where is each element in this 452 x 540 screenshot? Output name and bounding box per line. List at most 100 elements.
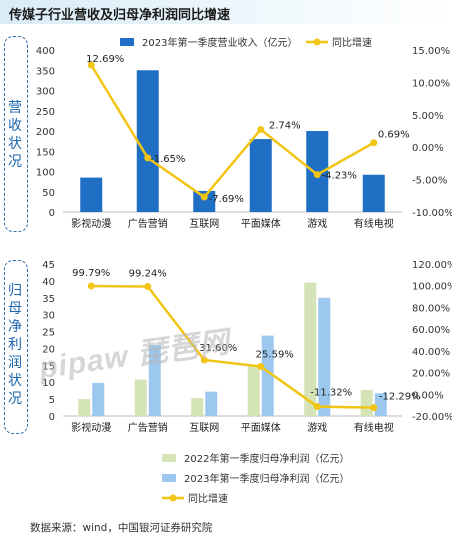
left-tick-label: 350 bbox=[36, 66, 55, 77]
right-tick-label: -10.00% bbox=[412, 208, 452, 219]
bar-profit-2023 bbox=[374, 393, 387, 416]
side-label-box-revenue bbox=[4, 36, 28, 232]
legend-profit-2023-label: 2023年第一季度归母净利润（亿元） bbox=[184, 472, 349, 485]
left-tick-label: 10 bbox=[42, 378, 55, 389]
growth-data-label: -1.65% bbox=[150, 154, 185, 165]
bar-profit-2023 bbox=[261, 335, 274, 416]
growth-point bbox=[87, 61, 95, 69]
bar-revenue bbox=[193, 190, 216, 212]
category-label: 互联网 bbox=[189, 422, 219, 434]
growth-data-label: -12.29% bbox=[379, 392, 421, 403]
category-label: 游戏 bbox=[307, 421, 327, 434]
right-tick-label: 10.00% bbox=[412, 78, 450, 89]
bar-profit-2023 bbox=[148, 345, 161, 416]
growth-point bbox=[257, 125, 265, 133]
legend-revenue-swatch bbox=[120, 38, 134, 46]
category-label: 平面媒体 bbox=[241, 422, 281, 434]
right-tick-label: 5.00% bbox=[412, 111, 444, 122]
left-tick-label: 0 bbox=[49, 208, 55, 219]
category-label: 游戏 bbox=[307, 217, 327, 230]
category-label: 有线电视 bbox=[354, 217, 394, 230]
growth-point bbox=[370, 404, 378, 412]
page-title: 传媒子行业营收及归母净利润同比增速 bbox=[9, 8, 231, 23]
growth-point bbox=[200, 356, 208, 364]
right-tick-label: -20.00% bbox=[412, 412, 452, 423]
bar-profit-2022 bbox=[247, 365, 260, 416]
left-tick-label: 20 bbox=[42, 344, 55, 355]
growth-data-label: -7.69% bbox=[209, 194, 244, 205]
growth-data-label: 0.69% bbox=[378, 130, 410, 141]
left-tick-label: 200 bbox=[36, 127, 55, 138]
profit-chart: 0 5 10 15 20 25 30 35 40 45 -20.00% 0.00% 20.00% 40.0… bbox=[42, 260, 452, 505]
right-tick-label: 0.00% bbox=[412, 390, 444, 401]
left-tick-label: 45 bbox=[42, 260, 55, 271]
legend-growth-label: 同比增速 bbox=[332, 36, 372, 49]
right-tick-label: 15.00% bbox=[412, 46, 450, 57]
left-tick-label: 35 bbox=[42, 294, 55, 305]
growth-data-label: -11.32% bbox=[310, 388, 352, 399]
right-tick-label: 120.00% bbox=[412, 260, 452, 271]
revenue-chart: 2023年第一季度营业收入（亿元） 同比增速 0 50 100 150 200 250 300 3… bbox=[36, 36, 452, 230]
bar-profit-2022 bbox=[360, 389, 373, 416]
growth-data-label: 31.60% bbox=[199, 343, 237, 354]
category-label: 广告营销 bbox=[128, 421, 168, 434]
legend-profit-2023-swatch bbox=[162, 474, 176, 482]
left-tick-label: 50 bbox=[42, 188, 55, 199]
side-label-profit: 归母净利润状况 bbox=[8, 283, 22, 407]
legend-profit-2022-swatch bbox=[162, 454, 176, 462]
legend-profit-growth-label: 同比增速 bbox=[188, 492, 228, 505]
bar-profit-2022 bbox=[134, 379, 147, 416]
right-tick-label: 60.00% bbox=[412, 325, 450, 336]
category-label: 有线电视 bbox=[354, 421, 394, 434]
growth-point bbox=[200, 193, 208, 201]
right-tick-label: 20.00% bbox=[412, 369, 450, 380]
bar-profit-2022 bbox=[304, 282, 317, 416]
side-label-box-profit bbox=[4, 260, 28, 434]
title-bar: 传媒子行业营收及归母净利润同比增速 bbox=[0, 0, 452, 24]
category-label: 影视动漫 bbox=[71, 421, 111, 434]
category-label: 广告营销 bbox=[128, 217, 168, 230]
bar-profit-2023 bbox=[318, 297, 331, 416]
bar-profit-2022 bbox=[78, 399, 91, 416]
right-tick-label: 0.00% bbox=[412, 143, 444, 154]
right-tick-label: 80.00% bbox=[412, 303, 450, 314]
left-tick-label: 250 bbox=[36, 107, 55, 118]
right-tick-label: 40.00% bbox=[412, 347, 450, 358]
growth-data-label: 25.59% bbox=[256, 350, 294, 361]
left-tick-label: 15 bbox=[42, 361, 55, 372]
left-tick-label: 5 bbox=[49, 395, 55, 406]
source-note: 数据来源：wind，中国银河证券研究院 bbox=[30, 522, 213, 534]
growth-line bbox=[91, 284, 374, 409]
growth-point bbox=[144, 154, 152, 162]
growth-data-label: -4.23% bbox=[322, 171, 357, 182]
left-tick-label: 300 bbox=[36, 87, 55, 98]
growth-point bbox=[370, 139, 378, 147]
bar-revenue bbox=[136, 70, 159, 212]
category-label: 互联网 bbox=[189, 218, 219, 230]
left-tick-label: 150 bbox=[36, 147, 55, 158]
growth-point bbox=[313, 171, 321, 179]
legend-growth-marker bbox=[313, 38, 321, 46]
left-tick-label: 30 bbox=[42, 311, 55, 322]
legend-profit-growth-marker bbox=[169, 494, 177, 502]
growth-point bbox=[87, 282, 95, 290]
bar-profit-2022 bbox=[191, 398, 204, 416]
left-tick-label: 100 bbox=[36, 168, 55, 179]
growth-data-label: 2.74% bbox=[269, 120, 301, 131]
growth-point bbox=[257, 363, 265, 371]
growth-line bbox=[90, 64, 375, 199]
growth-data-label: 99.24% bbox=[129, 269, 167, 280]
legend-profit-2022-label: 2022年第一季度归母净利润（亿元） bbox=[184, 452, 349, 465]
growth-data-label: 99.79% bbox=[72, 268, 110, 279]
category-label: 平面媒体 bbox=[241, 218, 281, 230]
growth-data-label: 12.69% bbox=[86, 54, 124, 65]
bar-revenue bbox=[249, 139, 272, 212]
bar-revenue bbox=[362, 174, 385, 212]
left-tick-label: 400 bbox=[36, 46, 55, 57]
bar-revenue bbox=[80, 177, 103, 212]
left-tick-label: 40 bbox=[42, 277, 55, 288]
left-tick-label: 0 bbox=[49, 412, 55, 423]
legend-revenue-label: 2023年第一季度营业收入（亿元） bbox=[142, 36, 297, 49]
growth-point bbox=[144, 283, 152, 291]
left-tick-label: 25 bbox=[42, 328, 55, 339]
